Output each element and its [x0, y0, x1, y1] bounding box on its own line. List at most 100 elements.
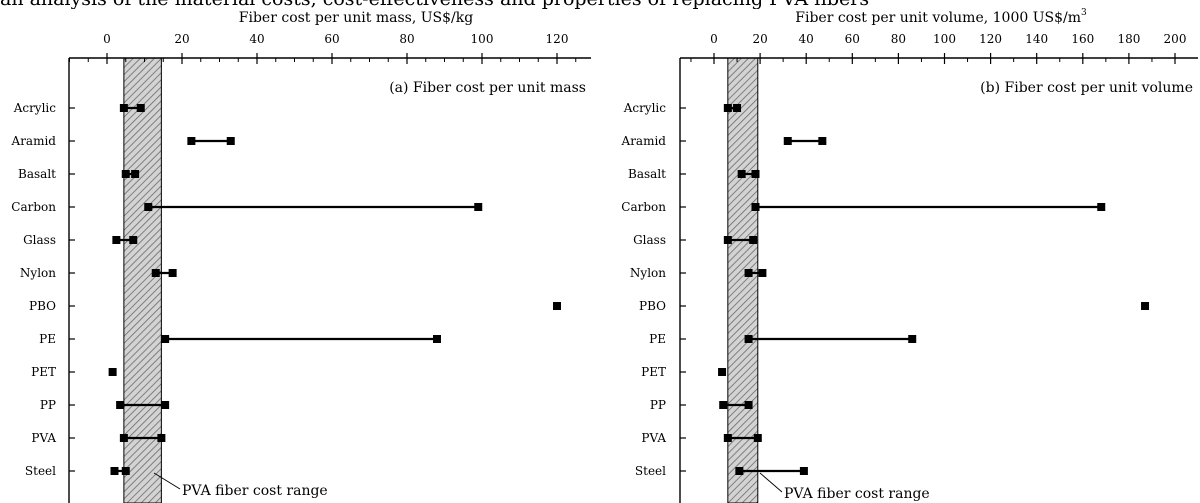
range-max-marker-glass	[749, 236, 758, 244]
caption-fragment: an analysis of the material costs, cost-…	[0, 0, 1200, 9]
pva-cost-band	[123, 57, 162, 503]
range-min-marker-pet	[108, 368, 117, 376]
range-min-marker-glass	[723, 236, 732, 244]
range-min-marker-pbo	[1141, 302, 1150, 310]
caption-fragment-text: an analysis of the material costs, cost-…	[0, 0, 869, 9]
category-label-pe: PE	[649, 332, 666, 346]
range-min-marker-basalt	[737, 170, 746, 178]
callout-label: PVA fiber cost range	[182, 483, 328, 499]
range-max-marker-steel	[121, 467, 130, 475]
category-label-nylon: Nylon	[630, 266, 666, 280]
x-tick-label: 100	[933, 32, 956, 46]
range-min-marker-pva	[119, 434, 128, 442]
category-label-carbon: Carbon	[11, 200, 56, 214]
range-max-marker-acrylic	[136, 104, 145, 112]
range-min-marker-pbo	[553, 302, 561, 310]
range-min-marker-carbon	[144, 203, 153, 211]
x-tick-label: 120	[979, 32, 1002, 46]
category-label-pva: PVA	[641, 431, 666, 445]
range-max-marker-glass	[129, 236, 138, 244]
range-min-marker-pp	[719, 401, 728, 409]
category-label-basalt: Basalt	[628, 167, 666, 181]
x-tick-label: 40	[249, 32, 264, 46]
category-label-aramid: Aramid	[11, 134, 57, 148]
range-max-marker-acrylic	[733, 104, 742, 112]
callout-line	[153, 472, 181, 490]
category-label-nylon: Nylon	[20, 266, 56, 280]
category-label-pbo: PBO	[639, 299, 666, 313]
x-tick-label: 140	[1025, 32, 1048, 46]
x-tick-label: 20	[752, 32, 767, 46]
range-min-marker-nylon	[744, 269, 753, 277]
category-label-pet: PET	[641, 365, 666, 379]
category-label-glass: Glass	[633, 233, 666, 247]
range-min-marker-glass	[112, 236, 121, 244]
range-max-marker-pva	[753, 434, 762, 442]
range-min-marker-acrylic	[723, 104, 732, 112]
x-tick-label: 0	[103, 32, 111, 46]
range-max-marker-steel	[799, 467, 808, 475]
range-min-marker-pet	[718, 368, 727, 376]
range-max-marker-aramid	[226, 137, 235, 145]
category-label-glass: Glass	[23, 233, 56, 247]
range-min-marker-steel	[735, 467, 744, 475]
range-max-marker-pp	[744, 401, 753, 409]
range-max-marker-nylon	[168, 269, 177, 277]
range-max-marker-basalt	[131, 170, 140, 178]
x-axis-title: Fiber cost per unit mass, US$/kg	[239, 10, 473, 26]
callout-line	[759, 472, 783, 493]
x-tick-label: 80	[891, 32, 906, 46]
category-label-basalt: Basalt	[18, 167, 56, 181]
callout-label: PVA fiber cost range	[784, 486, 930, 502]
x-tick-label: 20	[174, 32, 189, 46]
category-label-acrylic: Acrylic	[13, 101, 57, 115]
panel-b: 0 20 40 60 80 100 120 140 160 180 200 Fiber cost pe…	[621, 8, 1198, 503]
range-max-marker-pe	[908, 335, 917, 343]
range-max-marker-pp	[161, 401, 170, 409]
range-min-marker-aramid	[783, 137, 792, 145]
range-min-marker-pva	[723, 434, 732, 442]
category-label-steel: Steel	[635, 464, 666, 478]
category-label-pet: PET	[31, 365, 56, 379]
x-tick-label: 80	[399, 32, 414, 46]
x-tick-label: 40	[799, 32, 814, 46]
category-label-carbon: Carbon	[621, 200, 666, 214]
range-min-marker-pe	[161, 335, 170, 343]
category-label-pe: PE	[39, 332, 56, 346]
x-tick-label: 60	[324, 32, 339, 46]
category-label-steel: Steel	[25, 464, 56, 478]
category-label-pp: PP	[650, 398, 666, 412]
x-tick-label: 0	[710, 32, 718, 46]
category-label-pva: PVA	[31, 431, 56, 445]
category-label-pp: PP	[40, 398, 56, 412]
pva-cost-band	[727, 57, 759, 503]
x-tick-label: 60	[845, 32, 860, 46]
category-label-aramid: Aramid	[621, 134, 667, 148]
range-min-marker-basalt	[121, 170, 130, 178]
range-max-marker-pe	[433, 335, 441, 343]
range-min-marker-acrylic	[119, 104, 128, 112]
x-tick-label: 200	[1164, 32, 1187, 46]
panel-a: 0 20 40 60 80 100 120 Fiber cost per unit mass,…	[11, 10, 591, 503]
panel-label: (a) Fiber cost per unit mass	[389, 80, 586, 96]
panel-label: (b) Fiber cost per unit volume	[980, 80, 1193, 96]
range-max-marker-nylon	[758, 269, 767, 277]
category-label-pbo: PBO	[29, 299, 56, 313]
range-min-marker-pp	[116, 401, 125, 409]
range-max-marker-aramid	[818, 137, 827, 145]
range-max-marker-carbon	[1097, 203, 1106, 211]
range-max-marker-pva	[157, 434, 166, 442]
category-label-acrylic: Acrylic	[623, 101, 667, 115]
range-min-marker-aramid	[187, 137, 196, 145]
x-tick-label: 120	[546, 32, 569, 46]
x-tick-label: 180	[1117, 32, 1140, 46]
range-max-marker-carbon	[474, 203, 483, 211]
range-min-marker-steel	[110, 467, 119, 475]
x-axis-title-superscript: 3	[1081, 8, 1087, 18]
range-min-marker-pe	[744, 335, 753, 343]
range-min-marker-carbon	[751, 203, 760, 211]
x-tick-label: 160	[1071, 32, 1094, 46]
range-max-marker-basalt	[751, 170, 760, 178]
range-min-marker-nylon	[151, 269, 160, 277]
